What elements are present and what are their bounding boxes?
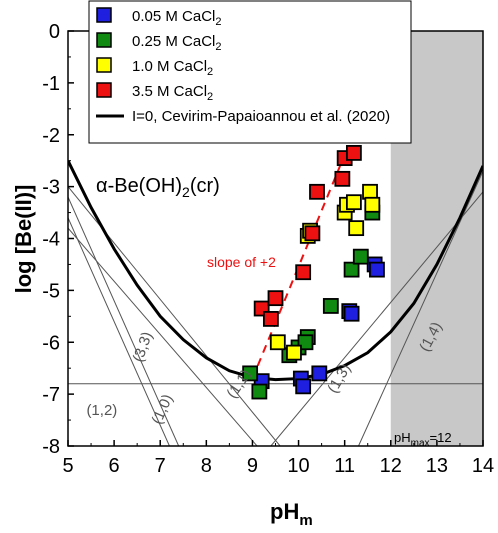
legend-box: [88, 0, 412, 144]
phmax-label: pHmax=12: [394, 430, 452, 449]
legend-label: I=0, Cevirim-Papaioannou et al. (2020): [132, 108, 390, 125]
x-tick-label: 12: [380, 455, 402, 477]
x-tick-label: 11: [334, 455, 355, 477]
species-line: [358, 170, 483, 446]
data-points: [242, 145, 385, 400]
species-line: [68, 227, 258, 446]
x-tick-label: 14: [472, 455, 494, 477]
y-tick-label: -5: [42, 280, 60, 302]
model-curve-group: [68, 160, 483, 382]
data-point: [343, 261, 360, 278]
data-point: [369, 261, 385, 278]
species-label: (1,2): [86, 402, 117, 419]
data-point: [322, 298, 339, 314]
data-point: [267, 290, 284, 307]
legend-label: 0.05 M CaCl2: [132, 8, 222, 28]
data-point: [309, 183, 325, 200]
legend: 0.05 M CaCl2 0.25 M CaCl2 1.0 M CaCl2 3.5 M…: [88, 0, 412, 144]
y-tick-label: -1: [42, 73, 60, 95]
legend-swatch: [96, 7, 112, 23]
species-label: (1,0): [148, 392, 176, 427]
species-line: [68, 196, 180, 446]
y-axis: 0 -1 -2 -3 -4 -5 -6 -7 -8: [42, 21, 74, 458]
x-axis: 5 6 7 8 9 10 11 12 13 14: [62, 440, 494, 477]
data-point: [343, 305, 360, 322]
data-point: [242, 365, 259, 382]
species-label: (1,3): [324, 361, 354, 396]
model-curve: [68, 160, 483, 382]
x-tick-label: 6: [109, 455, 120, 477]
data-point: [348, 220, 365, 237]
data-point: [295, 264, 312, 281]
x-axis-title: pHm: [270, 499, 313, 529]
x-tick-label: 8: [201, 455, 212, 477]
data-point: [297, 334, 314, 351]
y-tick-label: 0: [49, 21, 60, 43]
legend-label: 1.0 M CaCl2: [132, 58, 213, 78]
y-tick-label: -6: [42, 332, 60, 354]
legend-swatch: [96, 32, 112, 48]
legend-label: 3.5 M CaCl2: [132, 83, 213, 103]
x-tick-label: 9: [247, 455, 258, 477]
data-point: [345, 145, 362, 161]
species-line: [270, 191, 483, 446]
data-point: [286, 344, 302, 361]
legend-swatch: [96, 82, 112, 98]
y-tick-label: -8: [42, 436, 60, 458]
data-point: [311, 365, 328, 382]
y-tick-label: -7: [42, 384, 60, 406]
legend-swatch: [96, 57, 112, 73]
data-point: [352, 248, 369, 265]
data-point: [364, 196, 381, 213]
data-point: [251, 383, 268, 400]
slope-label: slope of +2: [207, 254, 276, 270]
y-tick-label: -4: [42, 229, 60, 251]
x-tick-label: 7: [155, 455, 166, 477]
solid-phase-label: α-Be(OH)2(cr): [96, 175, 220, 200]
data-point: [334, 170, 351, 187]
species-label: (3,3): [130, 330, 157, 365]
x-tick-label: 10: [287, 455, 309, 477]
y-tick-label: -2: [42, 125, 60, 147]
data-point: [269, 334, 286, 351]
legend-label: 0.25 M CaCl2: [132, 33, 222, 53]
y-axis-title: log [Be(II)]: [11, 185, 36, 294]
y-tick-label: -3: [42, 177, 60, 199]
data-point: [295, 378, 312, 395]
data-point: [262, 311, 279, 327]
x-tick-label: 13: [426, 455, 448, 477]
data-point: [362, 183, 378, 200]
species-line: [68, 217, 170, 446]
x-tick-label: 5: [62, 455, 73, 477]
data-point: [304, 225, 321, 242]
data-point: [345, 194, 362, 211]
